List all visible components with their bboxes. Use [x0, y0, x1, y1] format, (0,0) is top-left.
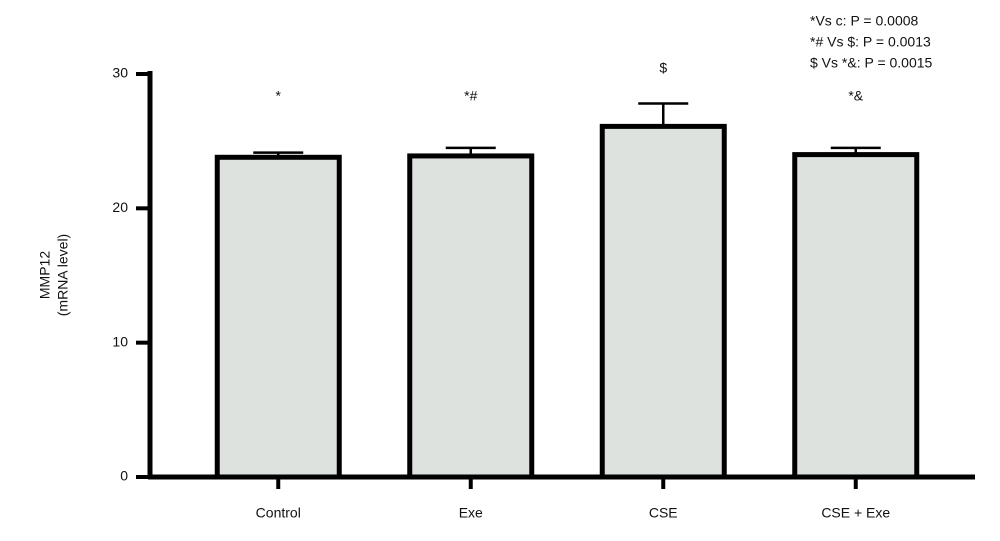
stat-note: *Vs c: P = 0.0008 [810, 13, 919, 29]
bar-annotation: *& [848, 88, 863, 104]
bar [407, 153, 535, 480]
bar-annotation: * [276, 88, 282, 104]
x-tick-label: CSE [649, 505, 678, 521]
stat-note: $ Vs *&: P = 0.0015 [810, 55, 933, 71]
y-axis-label: MMP12 [37, 251, 53, 299]
y-tick-label: 20 [112, 199, 128, 215]
stat-note: *# Vs $: P = 0.0013 [810, 34, 931, 50]
bar [792, 152, 920, 480]
x-tick-label: Control [256, 505, 301, 521]
bar-annotation: *# [464, 88, 477, 104]
bar [214, 154, 342, 480]
bar-annotation: $ [659, 59, 667, 75]
y-tick-label: 0 [120, 468, 128, 484]
x-tick-label: CSE + Exe [821, 505, 890, 521]
bar [599, 123, 727, 480]
y-axis-label: (mRNA level) [55, 234, 71, 316]
y-tick-label: 30 [112, 65, 128, 81]
x-tick-label: Exe [459, 505, 483, 521]
y-tick-label: 10 [112, 333, 128, 349]
